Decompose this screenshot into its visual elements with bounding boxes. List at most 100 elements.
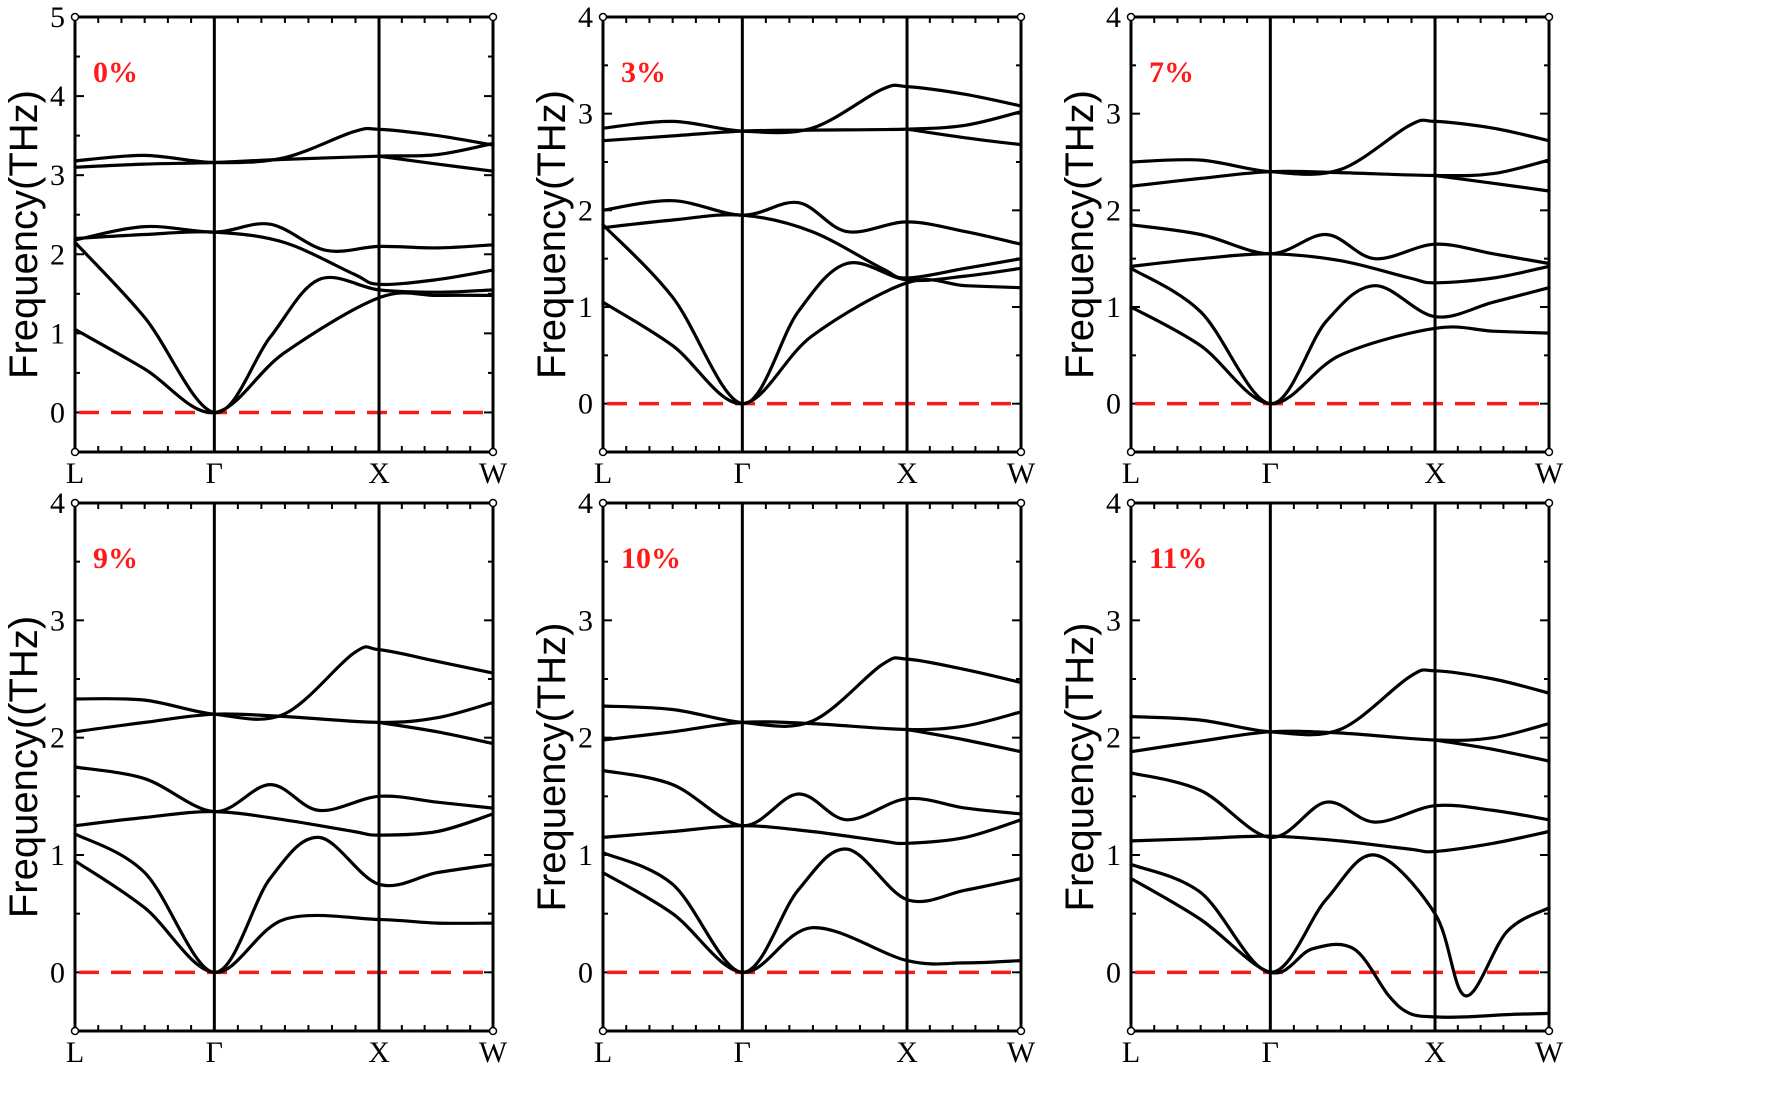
band-line-3 — [73, 809, 495, 837]
band-line-4 — [1129, 771, 1551, 839]
strain-label: 10% — [621, 542, 681, 575]
y-tick-label: 4 — [50, 80, 65, 113]
band-line-3 — [73, 230, 495, 287]
kpoint-label: L — [594, 457, 612, 490]
frame-corner — [1016, 1026, 1026, 1036]
y-axis-label: Frequency(THz) — [530, 90, 574, 379]
frame-corner — [1126, 12, 1136, 22]
band-line-7 — [377, 154, 495, 173]
panel-3: 0 1 2 3 4 L Γ X W 7% Frequency(THz) — [1058, 1, 1564, 490]
band-line-6 — [73, 126, 495, 165]
band-line-1 — [73, 859, 495, 974]
kpoint-label: Γ — [1262, 1036, 1279, 1069]
kpoint-label: X — [368, 457, 390, 490]
plot-frame — [73, 501, 495, 1033]
plot-frame — [1129, 15, 1551, 454]
y-tick-label: 0 — [578, 956, 593, 989]
kpoint-label: X — [896, 1036, 918, 1069]
kpoint-label: L — [594, 1036, 612, 1069]
y-axis-label: Frequency(THz) — [2, 90, 46, 379]
y-tick-label: 0 — [50, 396, 65, 429]
frame-corner — [1016, 447, 1026, 457]
frame-corner — [1544, 1026, 1554, 1036]
band-line-7 — [1433, 738, 1551, 763]
band-line-5 — [601, 710, 1023, 742]
frame-corner — [1544, 498, 1554, 508]
band-line-3 — [601, 213, 1023, 280]
y-tick-label: 2 — [50, 238, 65, 271]
band-line-4 — [601, 199, 1023, 246]
frame-corner — [488, 447, 498, 457]
kpoint-label: Γ — [734, 1036, 751, 1069]
kpoint-label: L — [1122, 1036, 1140, 1069]
kpoint-label: L — [1122, 457, 1140, 490]
band-line-2 — [601, 847, 1023, 974]
band-line-1 — [73, 291, 495, 415]
band-line-1 — [1129, 876, 1551, 1019]
kpoint-label: X — [896, 457, 918, 490]
band-line-6 — [1129, 668, 1551, 737]
y-tick-label: 5 — [50, 1, 65, 34]
band-line-6 — [73, 645, 495, 721]
y-axis-label: Frequency(THz) — [1058, 90, 1102, 379]
band-line-1 — [601, 278, 1023, 406]
y-tick-label: 4 — [578, 1, 593, 34]
band-line-2 — [1129, 266, 1551, 406]
y-tick-label: 3 — [578, 98, 593, 131]
frame-corner — [1126, 447, 1136, 457]
band-line-7 — [377, 720, 495, 746]
band-line-7 — [905, 127, 1023, 147]
kpoint-label: W — [479, 1036, 508, 1069]
y-tick-label: 0 — [1106, 388, 1121, 421]
strain-label: 3% — [621, 56, 666, 89]
y-tick-label: 0 — [50, 956, 65, 989]
frame-corner — [1126, 498, 1136, 508]
frame-corner — [70, 1026, 80, 1036]
y-tick-label: 3 — [1106, 604, 1121, 637]
strain-label: 7% — [1149, 56, 1194, 89]
frame-corner — [598, 1026, 608, 1036]
kpoint-label: Γ — [206, 457, 223, 490]
strain-label: 0% — [93, 56, 138, 89]
y-tick-label: 2 — [50, 722, 65, 755]
y-tick-label: 0 — [1106, 956, 1121, 989]
y-axis-label: Frequency((THz) — [2, 616, 46, 918]
panel-2: 0 1 2 3 4 L Γ X W 3% Frequency(THz) — [530, 1, 1036, 490]
y-tick-label: 1 — [1106, 839, 1121, 872]
kpoint-label: Γ — [734, 457, 751, 490]
kpoint-label: Γ — [206, 1036, 223, 1069]
band-line-2 — [73, 240, 495, 415]
kpoint-label: W — [1535, 457, 1564, 490]
band-line-2 — [601, 223, 1023, 406]
plot-frame — [1129, 501, 1551, 1033]
strain-label: 11% — [1149, 542, 1207, 575]
y-tick-label: 3 — [578, 604, 593, 637]
frame-corner — [1016, 12, 1026, 22]
band-line-6 — [601, 83, 1023, 135]
plot-frame — [73, 15, 495, 454]
strain-label: 9% — [93, 542, 138, 575]
y-tick-label: 2 — [1106, 194, 1121, 227]
y-tick-label: 1 — [578, 291, 593, 324]
y-tick-label: 3 — [50, 604, 65, 637]
y-tick-label: 2 — [578, 194, 593, 227]
y-tick-label: 1 — [50, 317, 65, 350]
band-line-3 — [601, 818, 1023, 846]
band-line-6 — [1129, 118, 1551, 176]
band-line-3 — [1129, 252, 1551, 285]
plot-frame — [601, 15, 1023, 454]
frame-corner — [1544, 12, 1554, 22]
y-tick-label: 4 — [1106, 487, 1121, 520]
kpoint-label: W — [1007, 457, 1036, 490]
band-line-4 — [601, 768, 1023, 828]
y-tick-label: 2 — [578, 722, 593, 755]
frame-corner — [1016, 498, 1026, 508]
y-axis-label: Frequency(THz) — [530, 623, 574, 912]
kpoint-label: W — [479, 457, 508, 490]
y-tick-label: 2 — [1106, 722, 1121, 755]
frame-corner — [70, 498, 80, 508]
y-tick-label: 1 — [50, 839, 65, 872]
band-line-5 — [1129, 158, 1551, 188]
band-line-5 — [73, 700, 495, 734]
